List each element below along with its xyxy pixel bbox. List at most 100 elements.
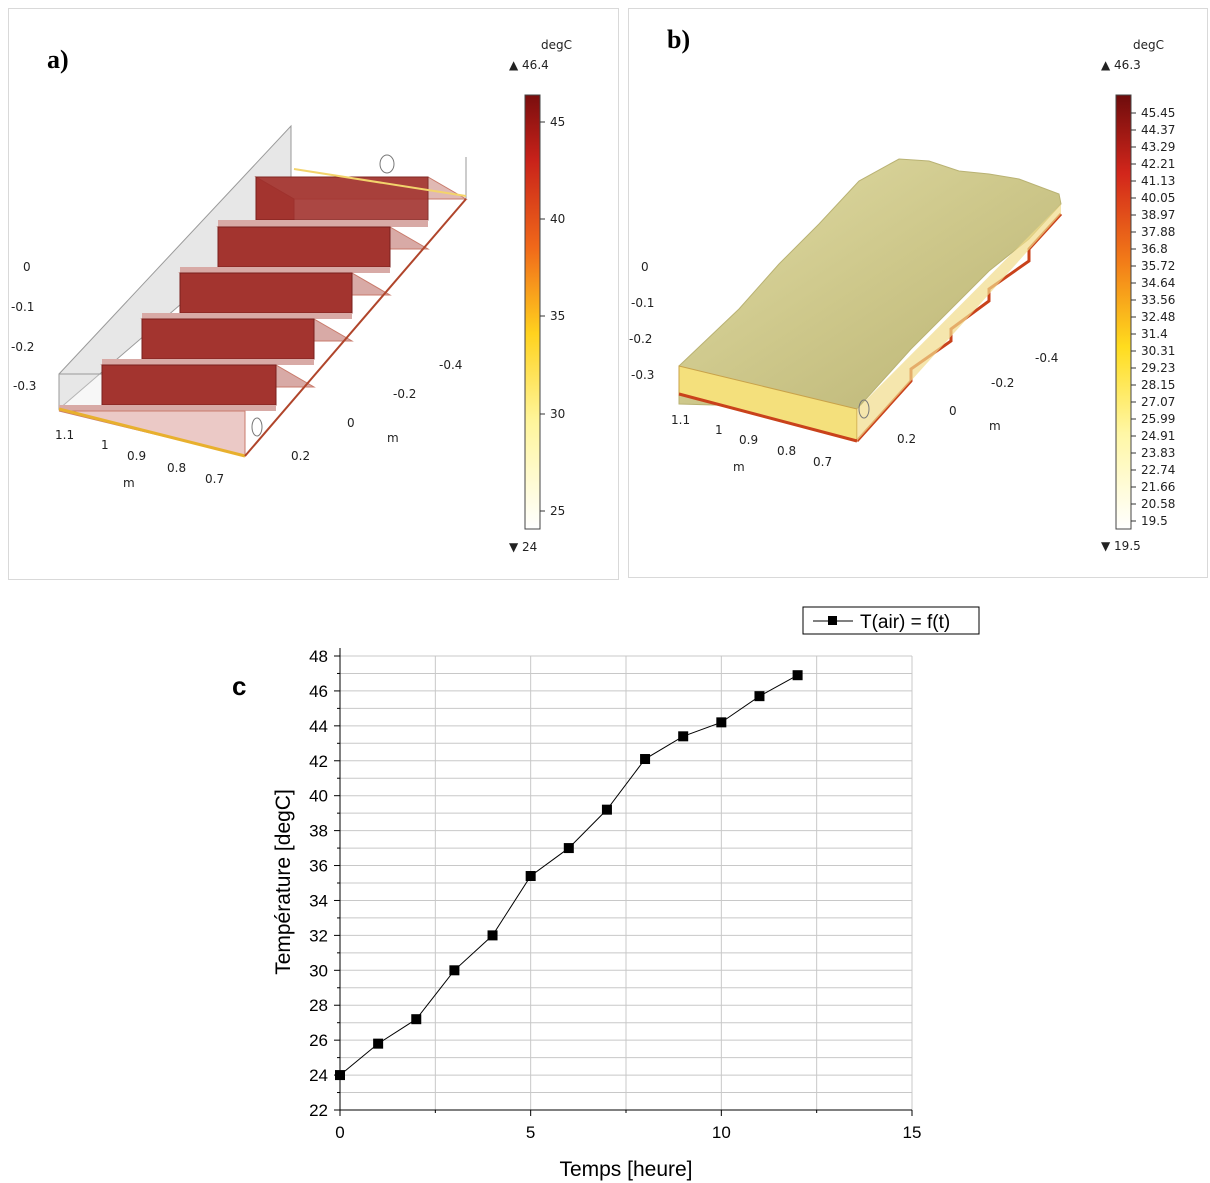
panel-b-label: b) — [667, 25, 691, 54]
y-tick-label: 28 — [309, 996, 328, 1015]
y-tick-3: -0.4 — [439, 358, 462, 372]
y-tick-label: 22 — [309, 1101, 328, 1120]
cb-tick-label: 21.66 — [1141, 480, 1175, 494]
cb-tick-label: 27.07 — [1141, 395, 1175, 409]
panel-c-label: c — [232, 671, 246, 701]
x-unit: m — [123, 476, 135, 490]
y-tick-label: 36 — [309, 857, 328, 876]
data-point — [487, 930, 498, 941]
x-tick-1: 1 — [715, 423, 723, 437]
y-tick-label: 40 — [309, 787, 328, 806]
legend-label: T(air) = f(t) — [860, 612, 950, 633]
x-tick-3: 0.8 — [167, 461, 186, 475]
cb-tick-label: 44.37 — [1141, 123, 1175, 137]
x-tick-0: 1.1 — [671, 413, 690, 427]
y-tick-label: 42 — [309, 752, 328, 771]
cb-tick: 40 — [550, 212, 565, 226]
colorbar-a — [524, 94, 541, 530]
z-tick-2: -0.2 — [11, 340, 34, 354]
legend-box — [802, 606, 980, 635]
y-tick-1: 0 — [949, 404, 957, 418]
colorbar-unit: degC — [541, 38, 572, 52]
y-unit: m — [989, 419, 1001, 433]
data-point — [335, 1070, 345, 1081]
x-unit: m — [733, 460, 745, 474]
x-tick-4: 0.7 — [205, 472, 224, 486]
cb-tick: 45 — [550, 115, 565, 129]
data-point — [601, 804, 612, 815]
z-tick-3: -0.3 — [631, 368, 654, 382]
cb-tick-label: 19.5 — [1141, 514, 1168, 528]
panel-b-plot: 0 -0.1 -0.2 -0.3 1.1 1 0.9 0.8 0.7 m 0.2… — [629, 38, 1175, 553]
data-point — [373, 1038, 384, 1049]
cb-tick-label: 33.56 — [1141, 293, 1175, 307]
y-tick-3: -0.4 — [1035, 351, 1058, 365]
colorbar-max: ▲ 46.4 — [509, 58, 549, 72]
x-tick-label: 5 — [526, 1123, 535, 1142]
z-tick-1: -0.1 — [631, 296, 654, 310]
cb-tick-label: 36.8 — [1141, 242, 1168, 256]
cb-tick-label: 35.72 — [1141, 259, 1175, 273]
y-tick-label: 48 — [309, 647, 328, 666]
y-tick-label: 26 — [309, 1031, 328, 1050]
panel-a-label: a) — [47, 45, 69, 74]
chart-legend: T(air) = f(t) — [802, 606, 980, 635]
y-unit: m — [387, 431, 399, 445]
z-tick-1: -0.1 — [11, 300, 34, 314]
y-tick-0: 0.2 — [897, 432, 916, 446]
data-point — [792, 670, 803, 681]
cb-tick-label: 38.97 — [1141, 208, 1175, 222]
z-tick-0: 0 — [641, 260, 649, 274]
x-tick-0: 1.1 — [55, 428, 74, 442]
y-tick-0: 0.2 — [291, 449, 310, 463]
colorbar-b — [1115, 94, 1132, 530]
data-point — [678, 731, 689, 742]
x-tick-2: 0.9 — [739, 433, 758, 447]
series-line-t-air — [339, 674, 798, 1076]
cb-tick-label: 25.99 — [1141, 412, 1175, 426]
panel-b-air-temperature: b) 0 -0.1 -0.2 -0.3 — [628, 8, 1208, 578]
cb-tick-label: 31.4 — [1141, 327, 1168, 341]
cb-tick-label: 45.45 — [1141, 106, 1175, 120]
x-tick-2: 0.9 — [127, 449, 146, 463]
data-point — [411, 1014, 422, 1025]
air-layer-top — [678, 158, 1062, 410]
cb-tick: 30 — [550, 407, 565, 421]
y-tick-label: 34 — [309, 891, 328, 910]
x-tick-1: 1 — [101, 438, 109, 452]
data-point — [449, 965, 460, 976]
data-point — [716, 717, 727, 728]
y-tick-label: 24 — [309, 1066, 328, 1085]
data-point — [525, 871, 536, 882]
cb-tick-label: 29.23 — [1141, 361, 1175, 375]
cb-tick: 35 — [550, 309, 565, 323]
colorbar-max: ▲ 46.3 — [1101, 58, 1141, 72]
colorbar-unit: degC — [1133, 38, 1164, 52]
cb-tick-label: 30.31 — [1141, 344, 1175, 358]
data-point — [754, 691, 765, 702]
y-axis-label: Température [degC] — [272, 789, 295, 975]
cb-tick-label: 43.29 — [1141, 140, 1175, 154]
z-tick-2: -0.2 — [629, 332, 652, 346]
cb-tick-label: 23.83 — [1141, 446, 1175, 460]
panel-a-stair-temperature: a) — [8, 8, 619, 580]
chart-c-temperature-vs-time: c 22 24 26 28 30 32 34 36 38 40 42 44 46 48 0 5 10 15 Tem… — [232, 606, 980, 1181]
cb-tick-label: 28.15 — [1141, 378, 1175, 392]
x-tick-label: 10 — [712, 1123, 731, 1142]
z-tick-0: 0 — [23, 260, 31, 274]
x-tick-label: 0 — [335, 1123, 344, 1142]
colorbar-min: ▼ 24 — [509, 540, 537, 554]
x-tick-3: 0.8 — [777, 444, 796, 458]
colorbar-b-ticks: 45.45 44.37 43.29 42.21 41.13 40.05 38.97 37.88… — [1131, 106, 1175, 528]
y-tick-2: -0.2 — [393, 387, 416, 401]
y-tick-1: 0 — [347, 416, 355, 430]
x-tick-4: 0.7 — [813, 455, 832, 469]
y-tick-label: 46 — [309, 682, 328, 701]
cb-tick-label: 24.91 — [1141, 429, 1175, 443]
x-tick-label: 15 — [903, 1123, 922, 1142]
cb-tick-label: 40.05 — [1141, 191, 1175, 205]
chart-axes — [334, 648, 913, 1116]
cb-tick-label: 34.64 — [1141, 276, 1175, 290]
cb-tick-label: 42.21 — [1141, 157, 1175, 171]
data-point — [640, 754, 651, 765]
